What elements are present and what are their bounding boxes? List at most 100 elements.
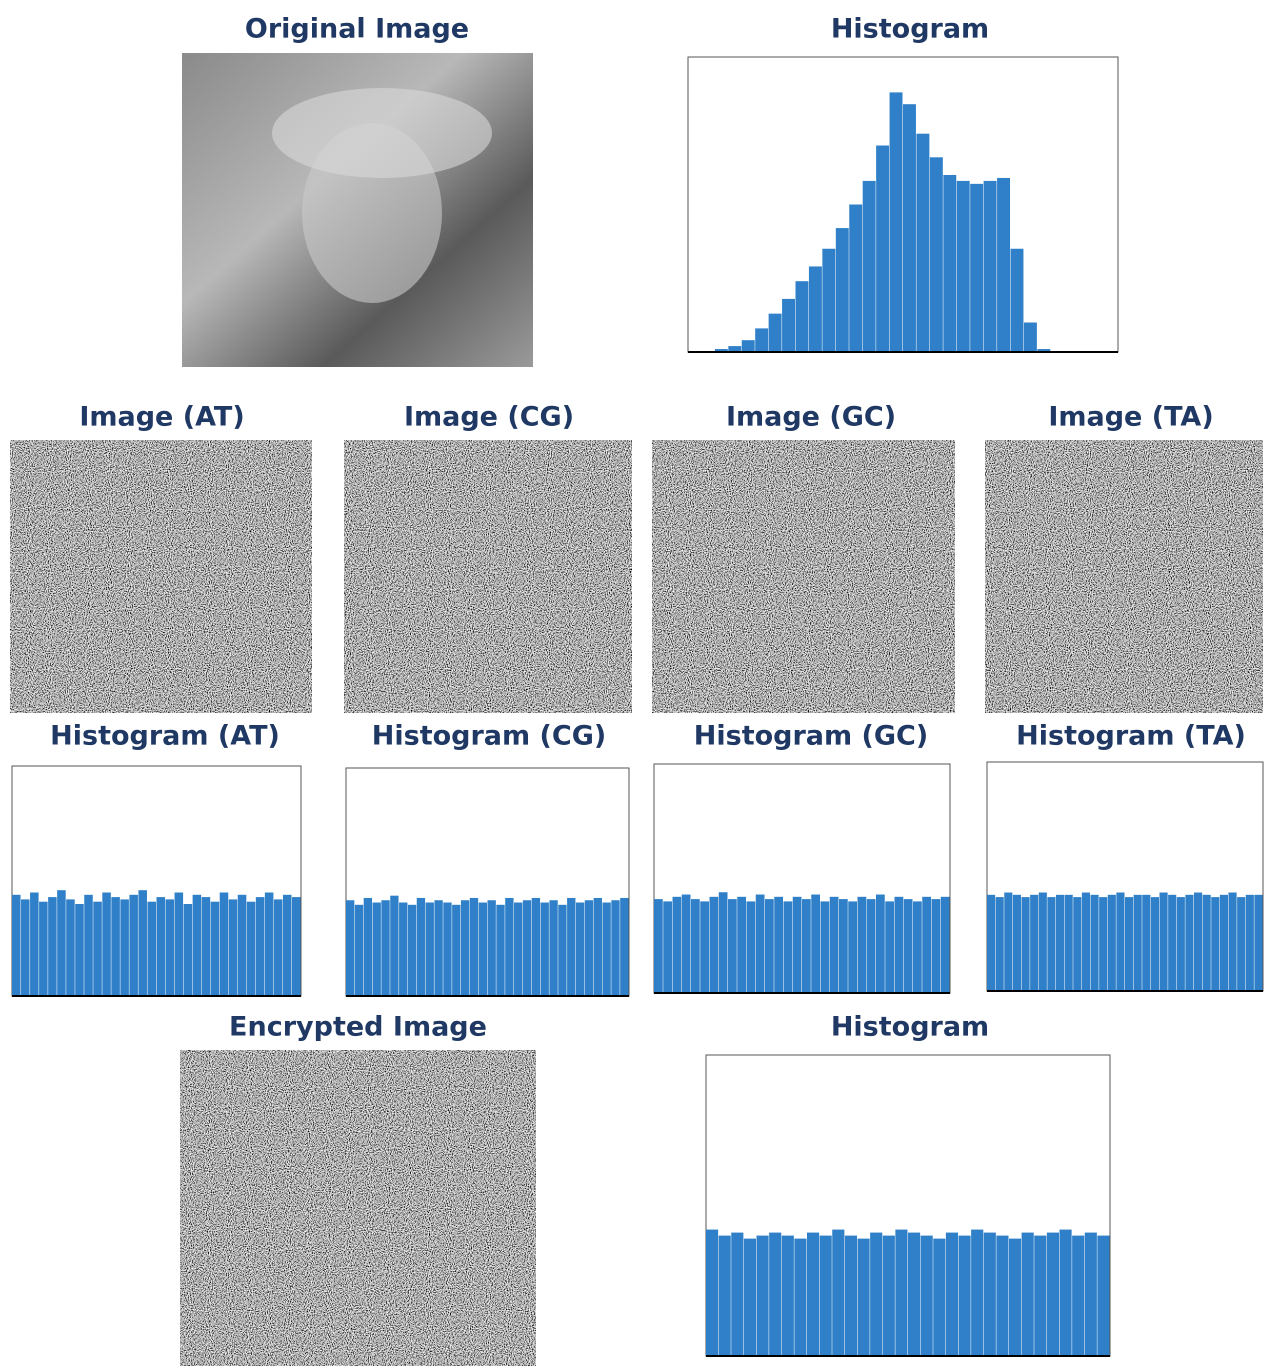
histogram-bar [1090,894,1099,991]
histogram-bar [913,901,922,993]
histogram-bar [819,1235,832,1356]
histogram-bar [228,899,238,996]
histogram-bar [931,899,941,993]
histogram-bar [39,901,48,996]
histogram-bar [654,899,663,993]
histogram-bar [1010,248,1024,352]
histogram-bar [718,1235,731,1356]
scrambled-image [10,440,312,713]
histogram-bar [933,1238,946,1356]
histogram-bar [737,896,746,993]
histogram-bar [849,204,863,352]
histogram-bar [1159,892,1168,991]
histogram-bar [894,896,904,993]
histogram-bar [996,1235,1009,1356]
histogram-bar [460,900,470,996]
histogram-bar [549,900,558,996]
histogram-bar [672,896,682,993]
histogram-bar [1084,1232,1097,1356]
image-title: Image (AT) [79,402,244,433]
histogram-bar [940,896,950,993]
histogram-title: Histogram [831,14,989,45]
histogram-bar [237,894,247,996]
histogram-bar [1099,897,1108,991]
image-title: Image (CG) [404,402,574,433]
image-detail [272,88,492,178]
histogram-bar [876,894,885,993]
histogram-bar [1194,892,1203,991]
histogram-title: Histogram (AT) [50,721,280,752]
histogram-bar [1185,894,1194,991]
histogram-bar [916,133,930,352]
scrambled-image [985,440,1263,713]
histogram-bar [1142,894,1151,991]
histogram-bar [1211,897,1220,991]
histogram-bar [575,902,585,996]
histogram-bar [844,1235,857,1356]
histogram-bar [1037,349,1051,352]
scrambled-image [652,440,955,713]
image-title: Image (GC) [726,402,896,433]
scrambled-image [344,440,632,713]
histogram-bar [183,904,193,996]
histogram-bar [452,904,461,996]
histogram-bar [346,900,355,996]
histogram-bar [246,901,256,996]
image-title: Encrypted Image [229,1012,487,1043]
histogram-bar [743,1238,756,1356]
histogram-bar [731,1232,744,1356]
histogram-bar [829,896,839,993]
histogram-bar [407,904,417,996]
histogram-bar [1064,894,1073,991]
histogram-bar [795,281,809,352]
histogram-bar [522,900,532,996]
histogram-bar [691,899,700,993]
histogram-bar [584,900,594,996]
histogram-bar [567,897,576,996]
histogram-bar [1012,894,1021,991]
histogram-bar [1219,894,1228,991]
histogram-bar [903,104,916,352]
histogram-bar [1116,892,1125,991]
histogram-bar [1023,322,1037,352]
histogram-bar [1034,1235,1047,1356]
histogram-bar [987,894,996,991]
histogram-bar [1072,1235,1085,1356]
histogram-bar [1228,892,1237,991]
histogram-bar [210,901,220,996]
histogram-title: Histogram (GC) [694,721,928,752]
histogram-bar [363,897,373,996]
histogram-bar [1168,894,1177,991]
histogram-bar [920,1235,933,1356]
histogram-bar [862,180,876,352]
histogram-bar [66,899,75,996]
histogram-bar [1073,897,1082,991]
histogram-bar [1150,897,1159,991]
histogram-bar [839,899,848,993]
histogram-bar [192,894,202,996]
histogram-bar [1125,897,1134,991]
histogram-bar [505,897,514,996]
histogram-bar [943,175,957,352]
image-title: Image (TA) [1048,402,1213,433]
histogram-bar [983,1232,996,1356]
histogram-bar [741,340,755,352]
histogram-bar [1004,892,1013,991]
histogram-bar [882,1235,895,1356]
histogram-bar [201,897,211,996]
histogram-bar [922,896,931,993]
histogram-bar [21,899,30,996]
histogram-bar [807,1232,820,1356]
histogram-bar [903,899,913,993]
histogram-bar [620,897,629,996]
histogram-bar [1245,894,1254,991]
histogram-bar [929,157,943,352]
histogram-bar [57,890,66,996]
histogram-bar [681,894,691,993]
histogram-bar [774,896,783,993]
histogram-bar [895,1229,908,1356]
histogram-bar [997,177,1010,352]
histogram-bar [381,900,390,996]
histogram-bar [138,890,147,996]
histogram-bar [147,901,156,996]
